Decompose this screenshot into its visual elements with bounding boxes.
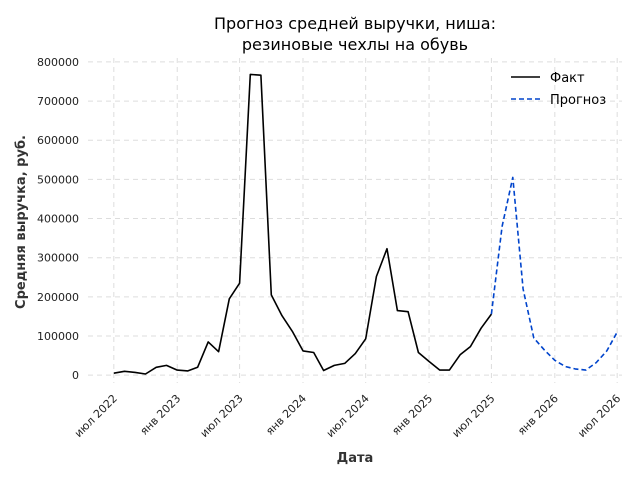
y-axis-ticks: 0 100000 200000 300000 400000 500000 600000 700… — [37, 56, 79, 382]
series-lines — [113, 73, 618, 375]
chart-title-line: резиновые чехлы на обувь — [242, 35, 468, 54]
x-tick-label: янв 2026 — [515, 392, 561, 438]
legend-label: Прогноз — [550, 93, 606, 108]
grid-lines — [88, 58, 622, 383]
x-tick-label: янв 2023 — [138, 392, 184, 438]
y-tick-label: 0 — [72, 369, 79, 382]
x-tick-label: июл 2023 — [198, 392, 246, 440]
x-tick-label: июл 2026 — [575, 392, 623, 440]
series-line-forecast — [490, 176, 618, 371]
x-tick-label: июл 2024 — [324, 392, 372, 440]
y-tick-label: 700000 — [37, 95, 79, 108]
y-tick-label: 300000 — [37, 252, 79, 265]
x-axis-ticks: июл 2022 янв 2023 июл 2023 янв 2024 июл 2024… — [72, 392, 623, 440]
y-tick-label: 500000 — [37, 173, 79, 186]
y-tick-label: 800000 — [37, 56, 79, 69]
series-line-fact — [113, 73, 493, 375]
y-tick-label: 600000 — [37, 134, 79, 147]
chart-title-line: Прогноз средней выручки, ниша: — [214, 14, 496, 33]
x-axis-label: Дата — [337, 451, 374, 466]
legend: Факт Прогноз — [511, 71, 606, 108]
y-tick-label: 100000 — [37, 330, 79, 343]
x-tick-label: июл 2025 — [450, 392, 498, 440]
x-tick-label: янв 2024 — [263, 392, 309, 438]
chart-title: Прогноз средней выручки, ниша: резиновые … — [214, 14, 496, 54]
x-tick-label: июл 2022 — [72, 392, 120, 440]
y-axis-label: Средняя выручка, руб. — [14, 135, 29, 309]
y-tick-label: 400000 — [37, 213, 79, 226]
x-tick-label: янв 2025 — [389, 392, 435, 438]
y-tick-label: 200000 — [37, 291, 79, 304]
legend-label: Факт — [550, 71, 585, 86]
